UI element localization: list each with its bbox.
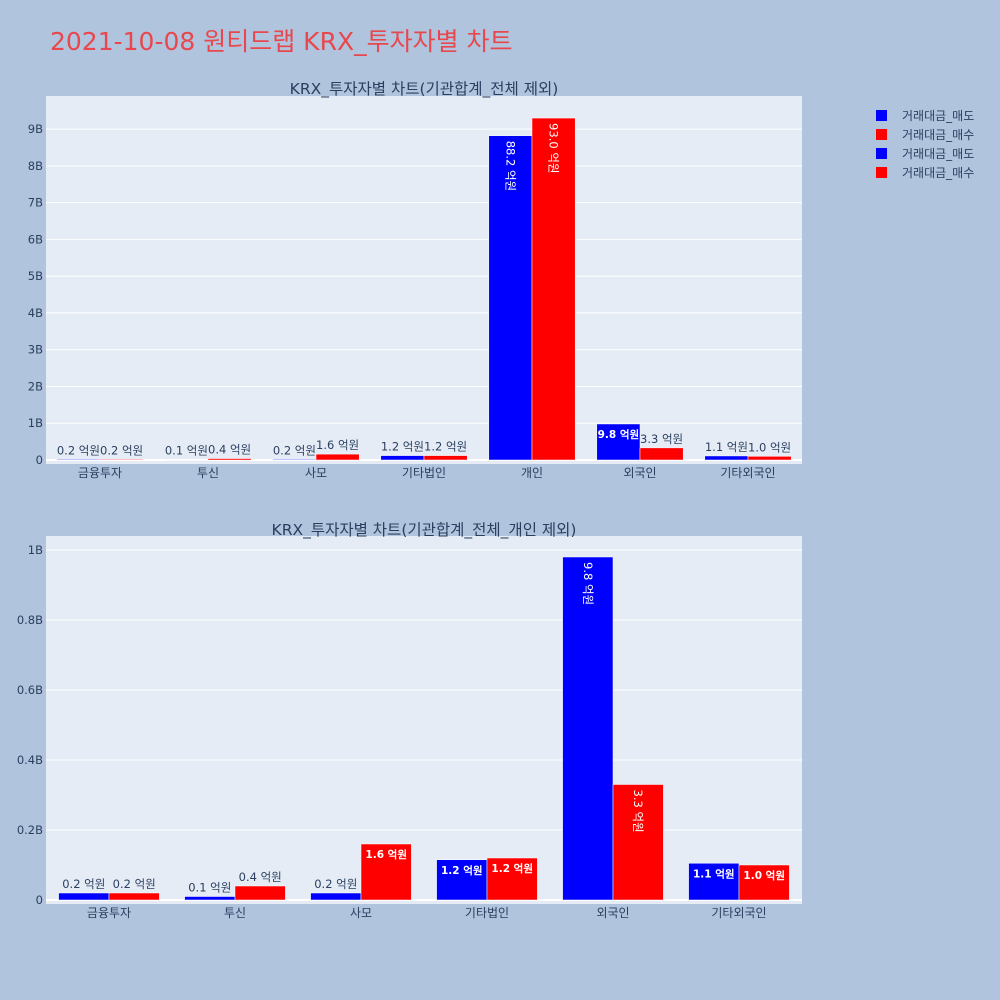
y-tick-label: 0.6B	[17, 683, 43, 697]
y-tick-label: 6B	[28, 232, 43, 246]
data-label: 0.2 억원	[113, 877, 156, 891]
data-label: 9.8 억원	[581, 562, 595, 605]
plot-area	[46, 96, 802, 464]
x-tick-label: 기타법인	[402, 466, 446, 480]
legend-swatch	[876, 167, 887, 178]
data-label: 3.3 억원	[640, 432, 683, 446]
legend-label: 거래대금_매수	[902, 128, 975, 142]
data-label: 1.2 억원	[381, 440, 424, 454]
data-label: 1.1 억원	[705, 440, 748, 454]
y-tick-label: 9B	[28, 122, 43, 136]
legend-swatch	[876, 110, 887, 121]
bar	[436, 859, 488, 901]
data-label: 0.2 억원	[100, 443, 143, 457]
y-tick-label: 0	[36, 453, 43, 467]
legend-item[interactable]: 거래대금_매수	[876, 125, 974, 144]
x-tick-label: 금융투자	[87, 906, 131, 920]
bar	[488, 135, 533, 461]
bar	[315, 453, 360, 461]
x-tick-label: 금융투자	[78, 466, 122, 480]
y-tick-label: 3B	[28, 343, 43, 357]
y-tick-label: 1B	[28, 416, 43, 430]
x-tick-label: 사모	[350, 906, 372, 920]
legend-label: 거래대금_매수	[902, 166, 975, 180]
data-label: 1.6 억원	[365, 848, 407, 861]
data-label: 1.2 억원	[491, 862, 533, 875]
y-tick-label: 2B	[28, 379, 43, 393]
x-tick-label: 개인	[521, 466, 543, 480]
bar	[99, 459, 144, 461]
y-tick-label: 0.2B	[17, 823, 43, 837]
page-title: 2021-10-08 원티드랩 KRX_투자자별 차트	[50, 27, 513, 56]
bar	[207, 458, 252, 461]
data-label: 0.4 억원	[208, 443, 251, 457]
data-label: 1.1 억원	[693, 867, 735, 880]
bar	[234, 885, 286, 901]
y-tick-label: 0.4B	[17, 753, 43, 767]
bar	[639, 447, 684, 461]
data-label: 0.2 억원	[314, 877, 357, 891]
y-tick-label: 7B	[28, 196, 43, 210]
x-tick-label: 외국인	[596, 906, 629, 920]
data-label: 0.2 억원	[273, 443, 316, 457]
chart-top: 0 1B 2B 3B 4B 5B 6B 7B 8B 9B KRX_투자자별 차트(기관합계_전체 제…	[28, 80, 802, 480]
y-tick-label: 0	[36, 893, 43, 907]
legend-swatch	[876, 129, 887, 140]
plot-area	[46, 536, 802, 904]
bar	[486, 857, 538, 901]
bar	[531, 117, 576, 461]
bar	[562, 556, 614, 901]
data-label: 0.1 억원	[165, 444, 208, 458]
bar	[596, 423, 641, 461]
bar	[310, 892, 362, 901]
bar	[360, 843, 412, 901]
y-tick-label: 5B	[28, 269, 43, 283]
chart-title: KRX_투자자별 차트(기관합계_전체 제외)	[290, 80, 559, 99]
x-tick-label: 기타외국인	[711, 906, 766, 920]
data-label: 1.2 억원	[441, 864, 483, 877]
x-tick-label: 기타외국인	[720, 466, 775, 480]
data-label: 1.0 억원	[748, 440, 791, 454]
y-tick-label: 1B	[28, 543, 43, 557]
bar	[58, 892, 110, 901]
x-tick-label: 투신	[197, 466, 219, 480]
y-tick-label: 4B	[28, 306, 43, 320]
y-tick-label: 0.8B	[17, 613, 43, 627]
bar	[747, 456, 792, 461]
x-tick-label: 투신	[224, 906, 246, 920]
data-label: 93.0 억원	[547, 123, 561, 173]
bar	[108, 892, 160, 901]
x-tick-label: 사모	[305, 466, 327, 480]
data-label: 1.0 억원	[743, 869, 785, 882]
legend-item[interactable]: 거래대금_매도	[876, 144, 974, 163]
data-label: 3.3 억원	[631, 790, 645, 833]
data-label: 9.8 억원	[598, 428, 640, 441]
x-tick-label: 외국인	[623, 466, 656, 480]
bar	[184, 896, 236, 901]
legend-item[interactable]: 거래대금_매도	[876, 106, 974, 125]
bar	[738, 864, 790, 901]
y-tick-label: 8B	[28, 159, 43, 173]
legend-item[interactable]: 거래대금_매수	[876, 163, 974, 182]
legend-swatch	[876, 148, 887, 159]
legend: 거래대금_매도 거래대금_매수 거래대금_매도 거래대금_매수	[876, 106, 974, 182]
bar	[612, 784, 664, 901]
chart-title: KRX_투자자별 차트(기관합계_전체_개인 제외)	[272, 521, 577, 540]
data-label: 0.2 억원	[62, 877, 105, 891]
bar	[688, 863, 740, 901]
data-label: 88.2 억원	[503, 141, 517, 191]
data-label: 0.2 억원	[57, 443, 100, 457]
data-label: 1.6 억원	[316, 438, 359, 452]
data-label: 0.4 억원	[239, 870, 282, 884]
data-label: 0.1 억원	[188, 881, 231, 895]
data-label: 1.2 억원	[424, 440, 467, 454]
bar	[423, 455, 468, 461]
x-tick-label: 기타법인	[465, 906, 509, 920]
legend-label: 거래대금_매도	[902, 109, 975, 123]
legend-label: 거래대금_매도	[902, 147, 975, 161]
